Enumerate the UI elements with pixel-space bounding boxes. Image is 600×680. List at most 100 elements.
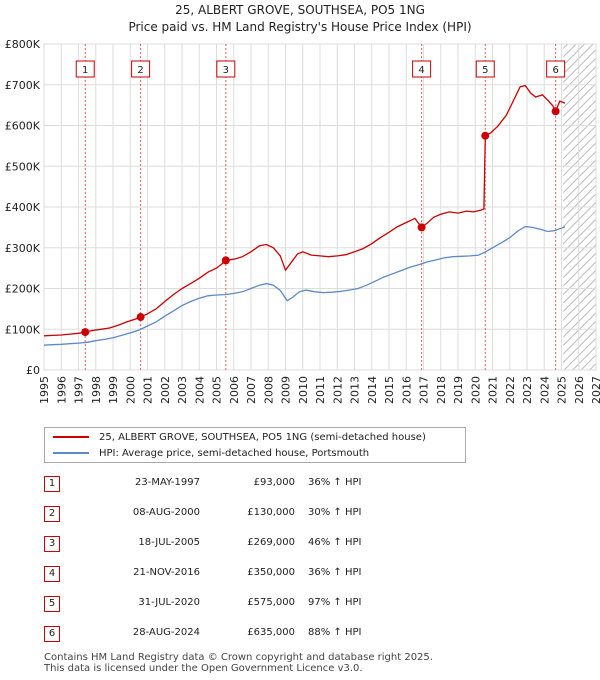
y-tick-label: £800K — [5, 38, 41, 51]
sale-number: 3 — [44, 536, 60, 552]
sale-price: £130,000 — [247, 507, 295, 518]
sale-date: 18-JUL-2005 — [138, 537, 200, 548]
footer-line-2: This data is licensed under the Open Gov… — [44, 663, 363, 674]
legend-label-property: 25, ALBERT GROVE, SOUTHSEA, PO5 1NG (sem… — [99, 431, 426, 443]
sale-marker-box — [412, 60, 432, 78]
x-tick-label: 2007 — [245, 376, 258, 404]
sale-row: 4 21-NOV-2016 £350,000 36% ↑ HPI — [40, 566, 460, 584]
x-tick-label: 2014 — [366, 376, 379, 404]
x-tick-label: 2023 — [521, 376, 534, 404]
price-chart: 25, ALBERT GROVE, SOUTHSEA, PO5 1NG Pric… — [5, 3, 600, 404]
x-tick-label: 2026 — [573, 376, 586, 404]
sale-row: 3 18-JUL-2005 £269,000 46% ↑ HPI — [40, 536, 460, 554]
sale-date: 31-JUL-2020 — [138, 597, 200, 608]
sale-marker-box — [75, 60, 95, 78]
sale-marker-box — [475, 60, 495, 78]
sale-date: 28-AUG-2024 — [132, 627, 200, 638]
legend-swatch-red — [53, 436, 89, 438]
x-tick-label: 2019 — [452, 376, 465, 404]
x-tick-label: 1998 — [90, 376, 103, 404]
legend-label-hpi: HPI: Average price, semi-detached house,… — [99, 447, 370, 459]
sale-hpi-change: 36% ↑ HPI — [308, 567, 362, 578]
sale-number: 1 — [44, 476, 60, 492]
sale-row: 6 28-AUG-2024 £635,000 88% ↑ HPI — [40, 626, 460, 644]
sale-point — [481, 131, 490, 140]
x-tick-label: 2001 — [142, 376, 155, 404]
sale-row: 2 08-AUG-2000 £130,000 30% ↑ HPI — [40, 506, 460, 524]
x-tick-label: 2016 — [400, 376, 413, 404]
sale-marker-label: 2 — [137, 65, 143, 76]
y-tick-label: £0 — [26, 364, 40, 377]
sale-hpi-change: 30% ↑ HPI — [308, 507, 362, 518]
x-tick-label: 2025 — [556, 376, 569, 404]
x-tick-label: 2027 — [590, 376, 600, 404]
x-tick-label: 2008 — [262, 376, 275, 404]
legend-swatch-blue — [53, 452, 89, 454]
x-tick-label: 2017 — [418, 376, 431, 404]
sale-marker-label: 3 — [223, 65, 229, 76]
y-tick-label: £400K — [5, 201, 41, 214]
sale-hpi-change: 36% ↑ HPI — [308, 477, 362, 488]
y-tick-label: £300K — [5, 242, 41, 255]
sale-point — [81, 328, 90, 337]
x-tick-label: 2020 — [469, 376, 482, 404]
sale-row: 5 31-JUL-2020 £575,000 97% ↑ HPI — [40, 596, 460, 614]
chart-subtitle: Price paid vs. HM Land Registry's House … — [128, 20, 471, 34]
sale-point — [221, 256, 230, 265]
x-tick-label: 2024 — [538, 376, 551, 404]
footer-line-1: Contains HM Land Registry data © Crown c… — [44, 652, 433, 663]
legend-item-property: 25, ALBERT GROVE, SOUTHSEA, PO5 1NG (sem… — [53, 429, 426, 445]
x-tick-label: 2012 — [331, 376, 344, 404]
x-tick-label: 2000 — [124, 376, 137, 404]
x-tick-label: 2013 — [349, 376, 362, 404]
sale-number: 4 — [44, 566, 60, 582]
sale-hpi-change: 46% ↑ HPI — [308, 537, 362, 548]
sale-number: 6 — [44, 626, 60, 642]
x-tick-label: 1995 — [38, 376, 51, 404]
x-tick-label: 2018 — [435, 376, 448, 404]
y-tick-label: £200K — [5, 283, 41, 296]
sale-marker-box — [216, 60, 236, 78]
x-tick-label: 1997 — [73, 376, 86, 404]
x-tick-label: 2004 — [193, 376, 206, 404]
x-tick-label: 2011 — [314, 376, 327, 404]
sale-marker-label: 5 — [482, 65, 488, 76]
x-tick-label: 2015 — [383, 376, 396, 404]
y-tick-label: £500K — [5, 160, 41, 173]
sale-price: £635,000 — [247, 627, 295, 638]
sale-marker-box — [546, 60, 566, 78]
y-tick-label: £700K — [5, 79, 41, 92]
x-tick-label: 2009 — [280, 376, 293, 404]
sale-number: 5 — [44, 596, 60, 612]
sale-number: 2 — [44, 506, 60, 522]
y-tick-label: £100K — [5, 323, 41, 336]
x-tick-label: 2006 — [228, 376, 241, 404]
sale-point — [417, 223, 426, 232]
chart-title: 25, ALBERT GROVE, SOUTHSEA, PO5 1NG — [175, 3, 425, 17]
x-tick-label: 1999 — [107, 376, 120, 404]
sale-point — [551, 107, 560, 116]
x-tick-label: 2002 — [159, 376, 172, 404]
legend-item-hpi: HPI: Average price, semi-detached house,… — [53, 445, 369, 461]
sale-price: £350,000 — [247, 567, 295, 578]
sale-row: 1 23-MAY-1997 £93,000 36% ↑ HPI — [40, 476, 460, 494]
sale-marker-label: 6 — [552, 65, 558, 76]
x-tick-label: 2010 — [297, 376, 310, 404]
x-tick-label: 2003 — [176, 376, 189, 404]
sale-price: £93,000 — [253, 477, 295, 488]
legend: 25, ALBERT GROVE, SOUTHSEA, PO5 1NG (sem… — [44, 427, 466, 463]
sale-marker-label: 4 — [418, 65, 424, 76]
sale-hpi-change: 88% ↑ HPI — [308, 627, 362, 638]
sale-date: 08-AUG-2000 — [132, 507, 200, 518]
x-tick-label: 2005 — [211, 376, 224, 404]
sale-point — [136, 313, 145, 322]
sale-marker-box — [131, 60, 151, 78]
sale-date: 21-NOV-2016 — [133, 567, 200, 578]
sale-date: 23-MAY-1997 — [134, 477, 200, 488]
footer-note: Contains HM Land Registry data © Crown c… — [44, 652, 564, 674]
hpi-line — [43, 225, 566, 346]
sale-marker-label: 1 — [82, 65, 88, 76]
x-tick-label: 1996 — [55, 376, 68, 404]
sale-hpi-change: 97% ↑ HPI — [308, 597, 362, 608]
y-tick-label: £600K — [5, 120, 41, 133]
